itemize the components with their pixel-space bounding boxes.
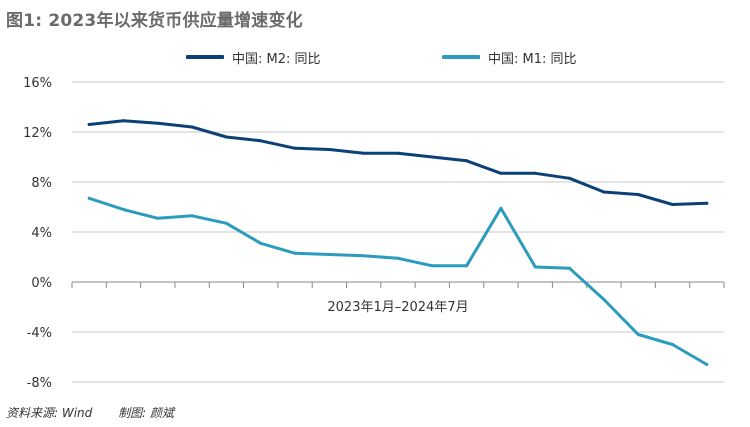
legend-label-m1: 中国: M1: 同比 <box>488 51 577 67</box>
data-point-m1 <box>533 265 537 269</box>
data-point-m2 <box>465 159 469 163</box>
data-point-m1 <box>430 264 434 268</box>
data-point-m1 <box>156 216 160 220</box>
data-point-m2 <box>362 151 366 155</box>
author-note: 制图: 颜斌 <box>118 406 174 420</box>
data-point-m2 <box>430 155 434 159</box>
chart-title: 图1: 2023年以来货币供应量增速变化 <box>6 11 303 31</box>
data-point-m1 <box>568 266 572 270</box>
data-point-m1 <box>465 264 469 268</box>
data-point-m2 <box>636 193 640 196</box>
data-point-m2 <box>190 125 194 129</box>
data-point-m2 <box>671 203 675 206</box>
data-point-m1 <box>671 343 675 346</box>
legend-swatch-m1 <box>442 55 480 59</box>
data-point-m1 <box>224 221 228 225</box>
data-point-m1 <box>396 256 400 260</box>
data-point-m2 <box>602 190 606 194</box>
data-point-m2 <box>533 171 537 175</box>
data-point-m1 <box>121 208 125 211</box>
data-point-m2 <box>259 139 263 143</box>
data-point-m1 <box>362 254 366 258</box>
y-tick-label: 16% <box>23 76 52 91</box>
data-point-m1 <box>259 241 263 245</box>
x-axis-label: 2023年1月–2024年7月 <box>327 300 468 315</box>
data-point-m2 <box>327 148 331 151</box>
legend-item-m1: 中国: M1: 同比 <box>442 48 577 67</box>
y-tick-label: -4% <box>27 326 52 341</box>
data-point-m2 <box>293 146 297 150</box>
data-point-m2 <box>499 171 503 175</box>
data-point-m2 <box>396 151 400 155</box>
data-point-m2 <box>705 201 709 205</box>
data-point-m1 <box>602 298 606 301</box>
legend-swatch-m2 <box>186 55 224 59</box>
series-line-m1 <box>87 196 709 366</box>
data-point-m1 <box>190 214 194 218</box>
data-point-m2 <box>156 121 160 125</box>
data-point-m1 <box>499 206 503 210</box>
data-point-m2 <box>568 176 572 180</box>
data-point-m1 <box>705 363 709 366</box>
legend-item-m2: 中国: M2: 同比 <box>186 48 321 67</box>
footer: 资料来源: Wind 制图: 颜斌 <box>6 404 196 421</box>
data-point-m2 <box>87 123 91 126</box>
y-tick-label: 4% <box>31 226 52 241</box>
data-point-m1 <box>87 196 91 200</box>
data-point-m2 <box>224 135 228 139</box>
y-tick-label: 0% <box>31 276 52 291</box>
series-line-m2 <box>87 119 709 206</box>
data-point-m1 <box>293 251 297 255</box>
y-tick-label: -8% <box>27 376 52 391</box>
source-note: 资料来源: Wind <box>6 406 93 420</box>
y-tick-label: 8% <box>31 176 52 191</box>
data-point-m2 <box>121 119 125 123</box>
legend-label-m2: 中国: M2: 同比 <box>232 51 321 67</box>
data-point-m1 <box>636 333 640 336</box>
y-tick-label: 12% <box>23 126 52 141</box>
data-point-m1 <box>327 253 331 256</box>
